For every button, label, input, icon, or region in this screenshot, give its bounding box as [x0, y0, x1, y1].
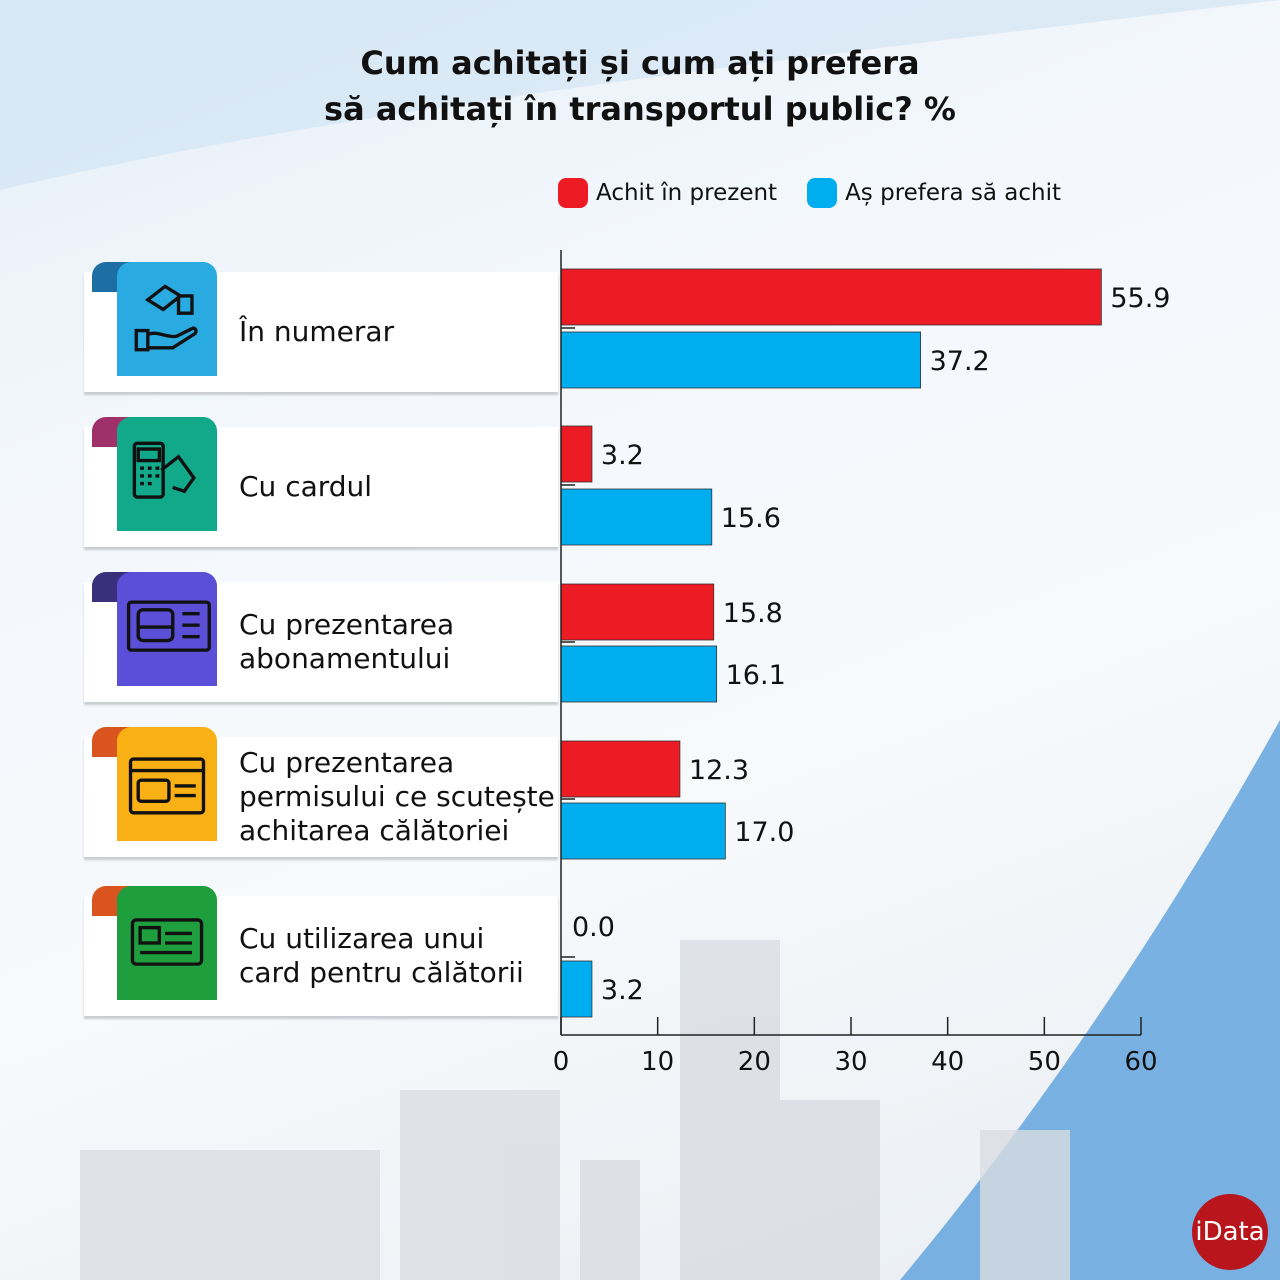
bar	[560, 740, 681, 798]
legend: Achit în prezent Aș prefera să achit	[558, 178, 1061, 208]
category-label-line: Cu utilizarea unui	[239, 922, 485, 955]
data-label: 15.6	[721, 503, 781, 534]
data-label: 12.3	[689, 755, 749, 786]
bar	[560, 802, 726, 860]
x-tick-label: 60	[1124, 1047, 1157, 1077]
data-label: 55.9	[1110, 283, 1170, 314]
data-label: 0.0	[572, 912, 615, 943]
legend-swatch-red	[558, 178, 588, 208]
title-line-2: să achitați în transportul public? %	[324, 90, 956, 128]
id-card-icon	[130, 918, 204, 966]
title-line-1: Cum achitați și cum ați prefera	[360, 44, 920, 82]
category-row: Cu prezentarea permisului ce scutește achi…	[84, 727, 558, 857]
category-label: În numerar	[239, 315, 394, 349]
data-label: 15.8	[723, 598, 783, 629]
x-tick-label: 20	[738, 1047, 771, 1077]
idata-logo: iData	[1192, 1194, 1268, 1270]
legend-item-current: Achit în prezent	[558, 178, 777, 208]
x-tick-label: 0	[553, 1047, 570, 1077]
category-label: Cu cardul	[239, 470, 372, 504]
category-row: Cu prezentarea abonamentului	[84, 572, 558, 702]
data-label: 17.0	[734, 817, 794, 848]
bus-ticket-icon	[126, 600, 211, 652]
category-row: Cu utilizarea unui card pentru călătorii	[84, 886, 558, 1016]
data-label: 37.2	[930, 346, 990, 377]
category-tile	[117, 262, 217, 376]
category-label: Cu prezentarea permisului ce scutește achi…	[239, 746, 555, 848]
category-tile	[117, 727, 217, 841]
category-label-line: Cu prezentarea	[239, 608, 455, 641]
category-label-line: Cu prezentarea	[239, 746, 455, 779]
category-row: Cu cardul	[84, 417, 558, 547]
category-label-line: În numerar	[239, 315, 395, 348]
data-label: 3.2	[601, 975, 644, 1006]
category-row: În numerar	[84, 262, 558, 392]
category-label: Cu utilizarea unui card pentru călătorii	[239, 922, 524, 990]
x-tick-label: 40	[931, 1047, 964, 1077]
bus-pass-icon	[128, 757, 206, 815]
cash-hand-icon	[134, 284, 198, 352]
category-tile	[117, 572, 217, 686]
bar	[560, 331, 922, 389]
chart-title: Cum achitați și cum ați prefera să achit…	[0, 40, 1280, 132]
category-label-line: card pentru călătorii	[239, 956, 524, 989]
legend-item-preferred: Aș prefera să achit	[807, 178, 1061, 208]
x-tick-label: 50	[1028, 1047, 1061, 1077]
category-tile	[117, 417, 217, 531]
card-terminal-icon	[132, 441, 196, 499]
legend-label: Achit în prezent	[596, 180, 778, 206]
bar	[560, 488, 713, 546]
bar	[560, 960, 593, 1018]
category-label-line: permisului ce scutește	[239, 780, 555, 813]
x-tick-label: 10	[641, 1047, 674, 1077]
data-label: 3.2	[601, 440, 644, 471]
data-label: 16.1	[726, 660, 786, 691]
category-label-line: abonamentului	[239, 642, 451, 675]
legend-label: Aș prefera să achit	[845, 180, 1062, 206]
bar	[560, 268, 1102, 326]
category-label-line: achitarea călătoriei	[239, 814, 510, 847]
category-label-line: Cu cardul	[239, 470, 373, 503]
legend-swatch-blue	[807, 178, 838, 208]
category-label: Cu prezentarea abonamentului	[239, 608, 454, 676]
bar	[560, 583, 715, 641]
x-tick-label: 30	[834, 1047, 867, 1077]
bar	[560, 645, 718, 703]
bar	[560, 425, 593, 483]
category-tile	[117, 886, 217, 1000]
